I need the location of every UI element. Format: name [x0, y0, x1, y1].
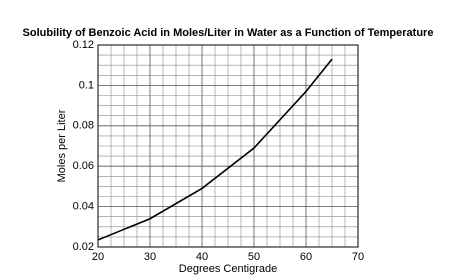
- chart-title: Solubility of Benzoic Acid in Moles/Lite…: [23, 27, 434, 39]
- y-tick-label: 0.02: [73, 241, 94, 253]
- x-tick-label: 30: [144, 251, 156, 263]
- x-tick-label: 60: [300, 251, 312, 263]
- y-tick-label: 0.08: [73, 120, 94, 132]
- data-line: [97, 58, 333, 241]
- y-tick-label: 0.04: [73, 201, 94, 213]
- x-tick-label: 20: [92, 251, 104, 263]
- plot-frame: [97, 44, 359, 248]
- y-tick-label: 0.06: [73, 160, 94, 172]
- x-tick-label: 70: [352, 251, 364, 263]
- x-tick-label: 40: [196, 251, 208, 263]
- x-axis-label: Degrees Centigrade: [179, 263, 277, 275]
- x-tick-label: 50: [248, 251, 260, 263]
- y-tick-label: 0.12: [73, 39, 94, 51]
- y-axis-label: Moles per Liter: [56, 109, 68, 182]
- y-tick-label: 0.1: [79, 79, 94, 91]
